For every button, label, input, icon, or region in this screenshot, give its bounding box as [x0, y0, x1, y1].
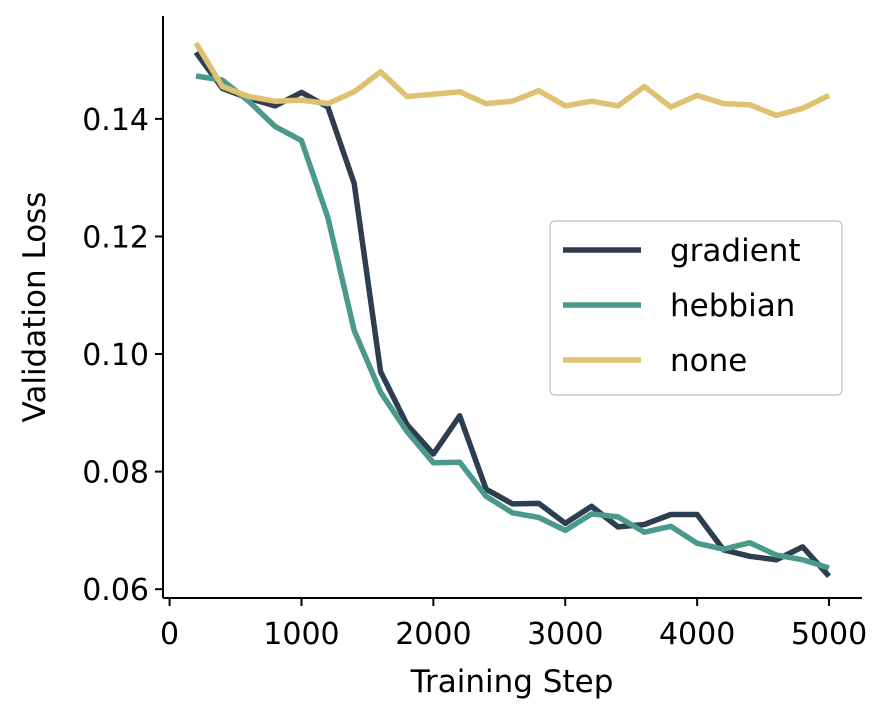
y-tick-label: 0.14: [82, 103, 149, 138]
series-layer: [193, 41, 832, 579]
legend-frame: [549, 220, 843, 396]
y-axis-label: Validation Loss: [17, 192, 53, 423]
axes: [162, 16, 862, 599]
series-line-none: [193, 41, 831, 119]
x-tick-label: 2000: [395, 617, 471, 652]
legend: gradient hebbian none: [549, 220, 843, 396]
y-tick-label: 0.06: [82, 573, 149, 608]
x-tick-label: 4000: [659, 617, 735, 652]
legend-items: gradient hebbian none: [563, 233, 801, 379]
y-tick-label: 0.10: [82, 338, 149, 373]
x-axis-label: Training Step: [410, 664, 614, 700]
y-tick-label: 0.12: [82, 220, 149, 255]
legend-label-gradient: gradient: [670, 233, 801, 269]
y-ticks: 0.06 0.08 0.10 0.12 0.14: [82, 103, 163, 608]
x-tick-label: 0: [160, 617, 179, 652]
series-line-hebbian: [195, 73, 830, 571]
x-ticks: 0 1000 2000 3000 4000 5000: [160, 598, 867, 652]
legend-label-hebbian: hebbian: [670, 288, 795, 324]
x-tick-label: 1000: [263, 617, 339, 652]
legend-label-none: none: [670, 343, 747, 379]
x-tick-label: 3000: [527, 617, 603, 652]
y-tick-label: 0.08: [82, 456, 149, 491]
x-tick-label: 5000: [791, 617, 867, 652]
